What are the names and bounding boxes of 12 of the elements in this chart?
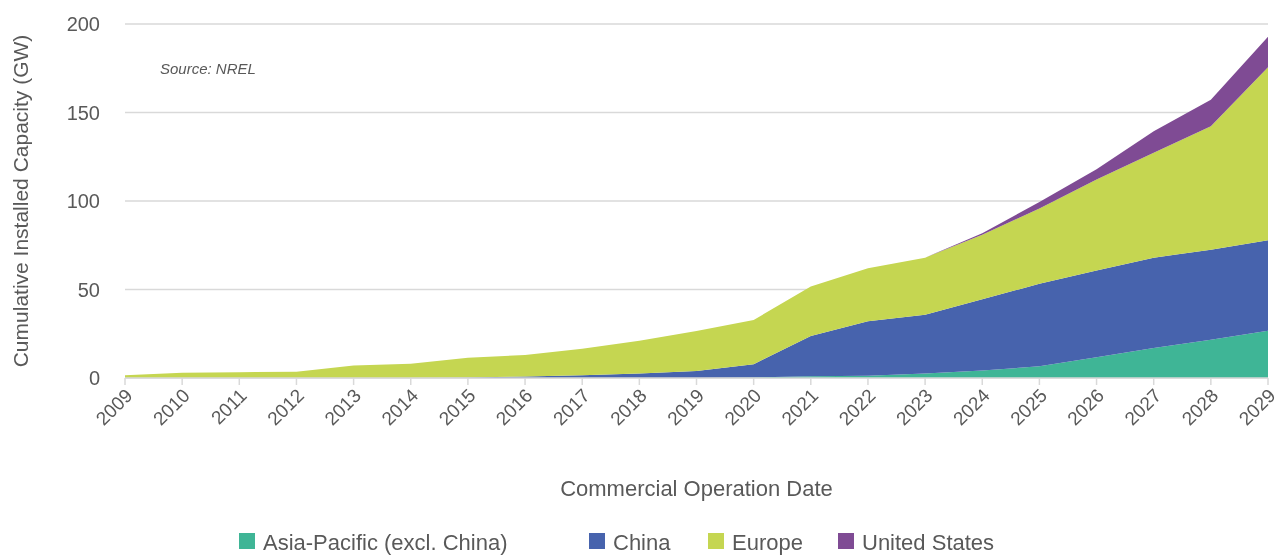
legend-label: China	[613, 529, 672, 555]
y-tick-label: 100	[66, 190, 100, 212]
legend-label: United States	[862, 529, 995, 555]
annotation: Source: NREL	[160, 60, 256, 77]
y-tick-label: 200	[66, 13, 100, 35]
x-axis-title: Commercial Operation Date	[560, 476, 833, 501]
legend-label: Europe	[732, 529, 803, 555]
legend-label: Asia-Pacific (excl. China)	[263, 529, 508, 555]
y-tick-label: 150	[66, 101, 100, 124]
y-tick-label: 0	[88, 367, 100, 389]
y-axis-title: Cumulative Installed Capacity (GW)	[9, 34, 32, 368]
y-tick-label: 50	[77, 278, 100, 301]
